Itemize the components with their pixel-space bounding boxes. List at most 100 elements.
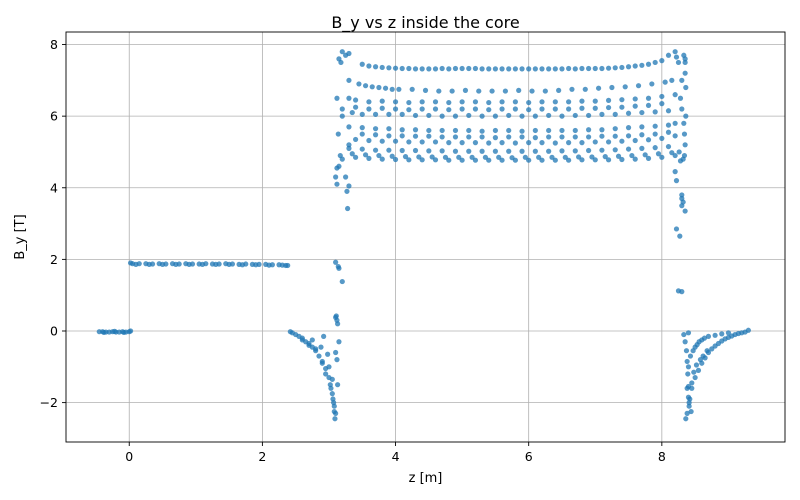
data-point <box>566 157 572 163</box>
data-point <box>459 65 465 72</box>
data-point <box>652 145 658 151</box>
data-point <box>452 113 459 119</box>
data-point <box>386 111 392 117</box>
data-point <box>446 99 452 106</box>
data-point <box>466 148 472 154</box>
data-point <box>101 329 107 336</box>
data-point <box>612 65 618 71</box>
data-point <box>489 88 495 94</box>
data-point <box>701 335 708 341</box>
data-point <box>566 140 572 146</box>
data-point <box>422 87 429 93</box>
data-point <box>372 126 379 132</box>
data-point <box>639 145 645 151</box>
data-point <box>519 148 525 154</box>
data-point <box>419 157 425 163</box>
data-point <box>502 88 508 94</box>
data-point <box>333 349 339 356</box>
data-point <box>392 156 399 163</box>
data-point <box>665 129 672 135</box>
data-point <box>333 259 339 265</box>
data-point <box>552 66 558 72</box>
data-point <box>402 154 409 160</box>
data-point <box>679 289 685 295</box>
data-point <box>532 113 538 119</box>
data-point <box>687 353 694 359</box>
data-point <box>329 376 335 382</box>
data-point <box>472 65 479 72</box>
data-point <box>546 148 552 154</box>
data-point <box>686 400 692 406</box>
data-point <box>639 109 645 116</box>
data-point <box>602 154 608 160</box>
data-point <box>532 127 538 134</box>
data-point <box>426 66 432 72</box>
data-point <box>436 88 442 94</box>
data-point <box>506 66 512 72</box>
data-point <box>344 188 350 194</box>
data-point <box>306 342 312 348</box>
data-point <box>632 96 638 102</box>
data-point <box>432 106 439 112</box>
data-point <box>412 127 419 133</box>
data-point <box>334 181 340 187</box>
data-point <box>446 66 452 72</box>
data-point <box>366 63 372 69</box>
data-point <box>339 49 345 55</box>
data-point <box>359 125 365 131</box>
data-point <box>526 66 532 72</box>
data-point <box>605 157 612 163</box>
data-point <box>121 329 127 336</box>
data-point <box>632 156 638 162</box>
data-point <box>519 113 525 119</box>
data-point <box>679 77 685 83</box>
data-point <box>325 351 331 357</box>
data-point <box>399 147 405 154</box>
data-point <box>526 99 532 106</box>
data-point <box>672 120 678 126</box>
data-point <box>645 102 652 109</box>
data-point <box>625 64 632 70</box>
data-point <box>689 385 695 391</box>
data-point <box>335 263 341 270</box>
data-point <box>685 364 692 370</box>
data-point <box>652 109 658 115</box>
data-point <box>339 106 345 112</box>
data-point <box>519 66 525 72</box>
data-point <box>412 66 419 72</box>
data-point <box>112 328 118 334</box>
y-tick-label: 6 <box>50 109 58 124</box>
data-point <box>406 139 412 145</box>
data-point <box>683 416 689 422</box>
plot-frame <box>65 31 786 443</box>
data-point <box>546 66 552 72</box>
data-point <box>725 330 732 336</box>
data-point <box>353 136 359 143</box>
data-point <box>639 132 645 138</box>
y-tick-label: 0 <box>50 323 58 338</box>
data-point <box>697 357 704 363</box>
data-point <box>683 113 689 119</box>
data-point <box>677 233 683 239</box>
data-point <box>682 208 688 214</box>
data-point <box>499 66 505 72</box>
data-point <box>592 139 598 145</box>
data-point <box>645 137 652 143</box>
data-point <box>683 348 690 354</box>
data-point <box>559 113 565 119</box>
data-point <box>612 111 618 117</box>
data-point <box>546 134 552 140</box>
data-point <box>472 106 479 112</box>
data-point <box>486 157 492 163</box>
data-point <box>659 93 665 100</box>
y-tick-label: 4 <box>50 180 58 195</box>
data-point <box>572 112 578 119</box>
data-point <box>605 65 612 71</box>
x-tick-label: 6 <box>525 449 533 464</box>
data-point <box>692 374 698 381</box>
data-point <box>592 105 598 111</box>
data-point <box>559 127 565 134</box>
data-point <box>133 261 139 267</box>
data-point <box>552 106 558 112</box>
